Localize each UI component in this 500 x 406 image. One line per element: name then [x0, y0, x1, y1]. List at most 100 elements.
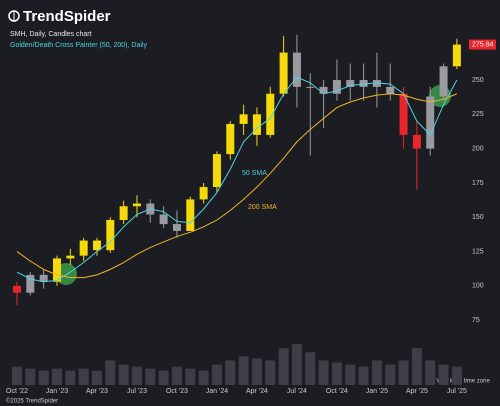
volume-bar	[305, 352, 316, 385]
candle-body	[452, 44, 461, 67]
candle-body	[359, 80, 368, 87]
volume-bar	[38, 370, 49, 385]
volume-bar	[371, 360, 382, 385]
y-tick-label: 150	[472, 214, 484, 221]
sma-line	[16, 76, 458, 283]
candle-body	[119, 206, 128, 220]
volume-bar	[425, 360, 436, 385]
volume-bar	[411, 348, 422, 385]
candle-body	[332, 80, 341, 94]
price-tag	[469, 39, 496, 50]
volume-bar	[265, 360, 276, 385]
candle-body	[426, 96, 435, 149]
x-tick-label: Oct '22	[6, 388, 28, 395]
y-tick-label: 200	[472, 145, 484, 152]
candle-body	[79, 240, 88, 256]
candle-body	[66, 255, 75, 259]
candle-body	[212, 154, 221, 188]
candle-body	[132, 203, 141, 207]
candle-body	[292, 52, 301, 87]
x-tick-label: Jan '23	[46, 388, 68, 395]
brand: TrendSpider	[23, 8, 111, 25]
candle-body	[159, 214, 168, 225]
y-tick-label: 100	[472, 283, 484, 290]
x-tick-label: Jan '24	[206, 388, 228, 395]
candle-body	[92, 240, 101, 251]
candle-body	[266, 93, 275, 135]
y-tick-label: 75	[472, 317, 480, 324]
x-tick-label: Jul '24	[287, 388, 307, 395]
sma-line	[16, 93, 458, 279]
volume-bar	[105, 360, 116, 385]
candle-body	[346, 80, 355, 87]
timezone: Your local time zone	[436, 379, 490, 385]
y-tick-label: 250	[472, 77, 484, 84]
volume-bar	[345, 364, 356, 385]
candle-body	[226, 123, 235, 155]
volume-bar	[78, 368, 89, 385]
volume-bar	[385, 364, 396, 385]
volume-bar	[25, 368, 36, 385]
candle-body	[386, 86, 395, 94]
y-tick-label: 125	[472, 248, 484, 255]
candle-body	[306, 86, 315, 88]
chart-subtitle: Golden/Death Cross Painter (50, 200), Da…	[10, 42, 147, 49]
volume-bar	[158, 370, 169, 385]
candle-body	[279, 52, 288, 94]
x-tick-label: Jul '23	[127, 388, 147, 395]
x-tick-label: Jul '25	[447, 388, 467, 395]
volume-bar	[12, 366, 22, 385]
volume-bar	[438, 364, 449, 385]
volume-bar	[451, 366, 462, 385]
candle-body	[239, 114, 248, 124]
volume-bar	[118, 364, 129, 385]
candle-body	[186, 199, 195, 231]
candle-body	[106, 219, 115, 251]
candle-body	[372, 80, 381, 87]
candle-body	[52, 258, 61, 282]
volume-bar	[251, 358, 262, 385]
candle-body	[439, 66, 448, 97]
volume-bar	[145, 368, 156, 385]
volume-bar	[331, 362, 342, 385]
chart-title: SMH, Daily, Candles chart	[10, 31, 92, 38]
volume-bar	[398, 360, 409, 385]
volume-bar	[198, 370, 209, 385]
volume-bar	[131, 366, 142, 385]
volume-bar	[291, 344, 302, 385]
sma200-label: 200 SMA	[248, 204, 277, 211]
volume-bar	[318, 360, 329, 385]
x-tick-label: Oct '24	[326, 388, 348, 395]
x-tick-label: Apr '25	[406, 388, 428, 395]
volume-bar	[211, 364, 222, 385]
volume-bar	[185, 368, 196, 385]
x-tick-label: Jan '25	[366, 388, 388, 395]
volume-bar	[238, 356, 249, 385]
volume-bar	[225, 360, 236, 385]
copyright: ©2025 TrendSpider	[6, 398, 58, 405]
candle-body	[26, 274, 35, 293]
candle-body	[412, 134, 421, 149]
volume-bar	[278, 348, 289, 385]
sma50-label: 50 SMA	[242, 170, 267, 177]
volume-bar	[171, 366, 182, 385]
volume-bar	[358, 366, 369, 385]
volume-bar	[91, 370, 102, 385]
volume-bar	[65, 370, 76, 385]
candle-body	[252, 114, 261, 135]
candle-body	[39, 274, 48, 282]
y-tick-label: 175	[472, 180, 484, 187]
candle-body	[199, 187, 208, 200]
logo: TrendSpider	[8, 8, 111, 25]
y-tick-label: 225	[472, 111, 484, 118]
x-tick-label: Apr '23	[86, 388, 108, 395]
candle-body	[172, 224, 181, 231]
x-tick-label: Apr '24	[246, 388, 268, 395]
x-tick-label: Oct '23	[166, 388, 188, 395]
price-tag-label: 275.84	[472, 41, 494, 48]
volume-bar	[51, 368, 62, 385]
candle-body	[319, 86, 328, 94]
candle-body	[13, 285, 21, 293]
candle-body	[399, 93, 408, 135]
